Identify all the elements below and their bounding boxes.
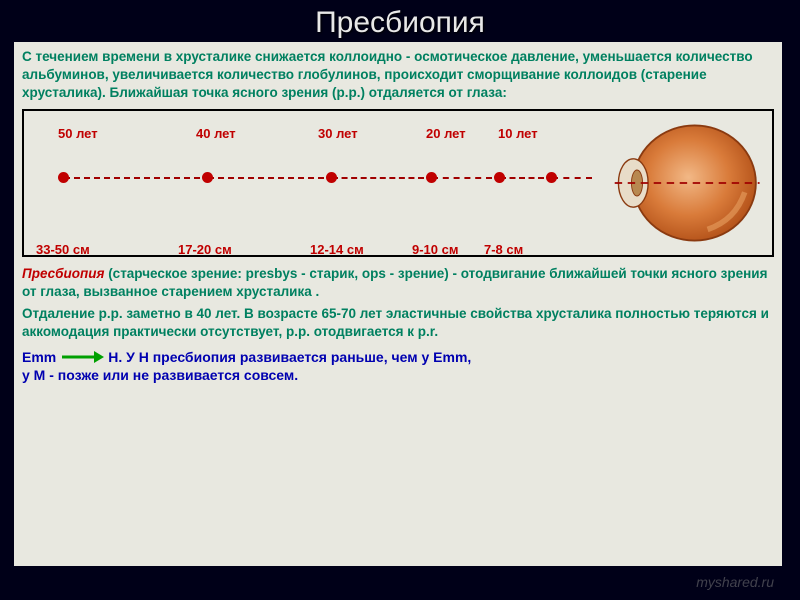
- axis-segment: [208, 177, 324, 179]
- formula-left: Emm: [22, 348, 56, 367]
- formula-right: H. У H пресбиопия развивается раньше, че…: [108, 348, 471, 367]
- axis-point: [58, 172, 69, 183]
- age-label: 30 лет: [318, 125, 358, 143]
- definition-title: Пресбиопия: [22, 266, 104, 281]
- age-label: 20 лет: [426, 125, 466, 143]
- explanation-paragraph: Отдаление p.p. заметно в 40 лет. В возра…: [22, 305, 774, 341]
- axis-point: [426, 172, 437, 183]
- watermark: myshared.ru: [696, 574, 774, 590]
- formula-line1: Emm H. У H пресбиопия развивается раньше…: [22, 348, 774, 367]
- axis-segment: [64, 177, 200, 179]
- diagram-axis-area: 50 лет40 лет30 лет20 лет10 лет 33-50 см1…: [28, 117, 612, 249]
- axis-segment: [332, 177, 424, 179]
- axis-point: [494, 172, 505, 183]
- slide-title: Пресбиопия: [0, 0, 800, 42]
- axis-point: [546, 172, 557, 183]
- distance-label: 33-50 см: [36, 241, 90, 259]
- distance-label: 9-10 см: [412, 241, 458, 259]
- age-label: 40 лет: [196, 125, 236, 143]
- definition-paragraph: Пресбиопия (старческое зрение: presbys -…: [22, 265, 774, 301]
- age-label: 10 лет: [498, 125, 538, 143]
- axis-point: [326, 172, 337, 183]
- content-box: С течением времени в хрусталике снижаетс…: [14, 42, 782, 566]
- age-label: 50 лет: [58, 125, 98, 143]
- distance-label: 17-20 см: [178, 241, 232, 259]
- formula-line2-text: у M - позже или не развивается совсем.: [22, 366, 298, 385]
- distance-label: 12-14 см: [310, 241, 364, 259]
- axis-point: [202, 172, 213, 183]
- axis-segment: [552, 177, 592, 179]
- arrow-icon: [60, 349, 104, 365]
- intro-paragraph: С течением времени в хрусталике снижаетс…: [22, 48, 774, 103]
- axis-segment: [500, 177, 544, 179]
- distance-label: 7-8 см: [484, 241, 523, 259]
- axis-line: [40, 177, 580, 179]
- definition-body: (старческое зрение: presbys - старик, op…: [22, 266, 767, 299]
- presbyopia-diagram: 50 лет 40 лет 30 лет 20 лет 10 лет 33-50 см 1…: [22, 109, 774, 257]
- formula-line2: у M - позже или не развивается совсем.: [22, 366, 774, 385]
- axis-segment: [432, 177, 492, 179]
- eye-icon: [612, 118, 766, 248]
